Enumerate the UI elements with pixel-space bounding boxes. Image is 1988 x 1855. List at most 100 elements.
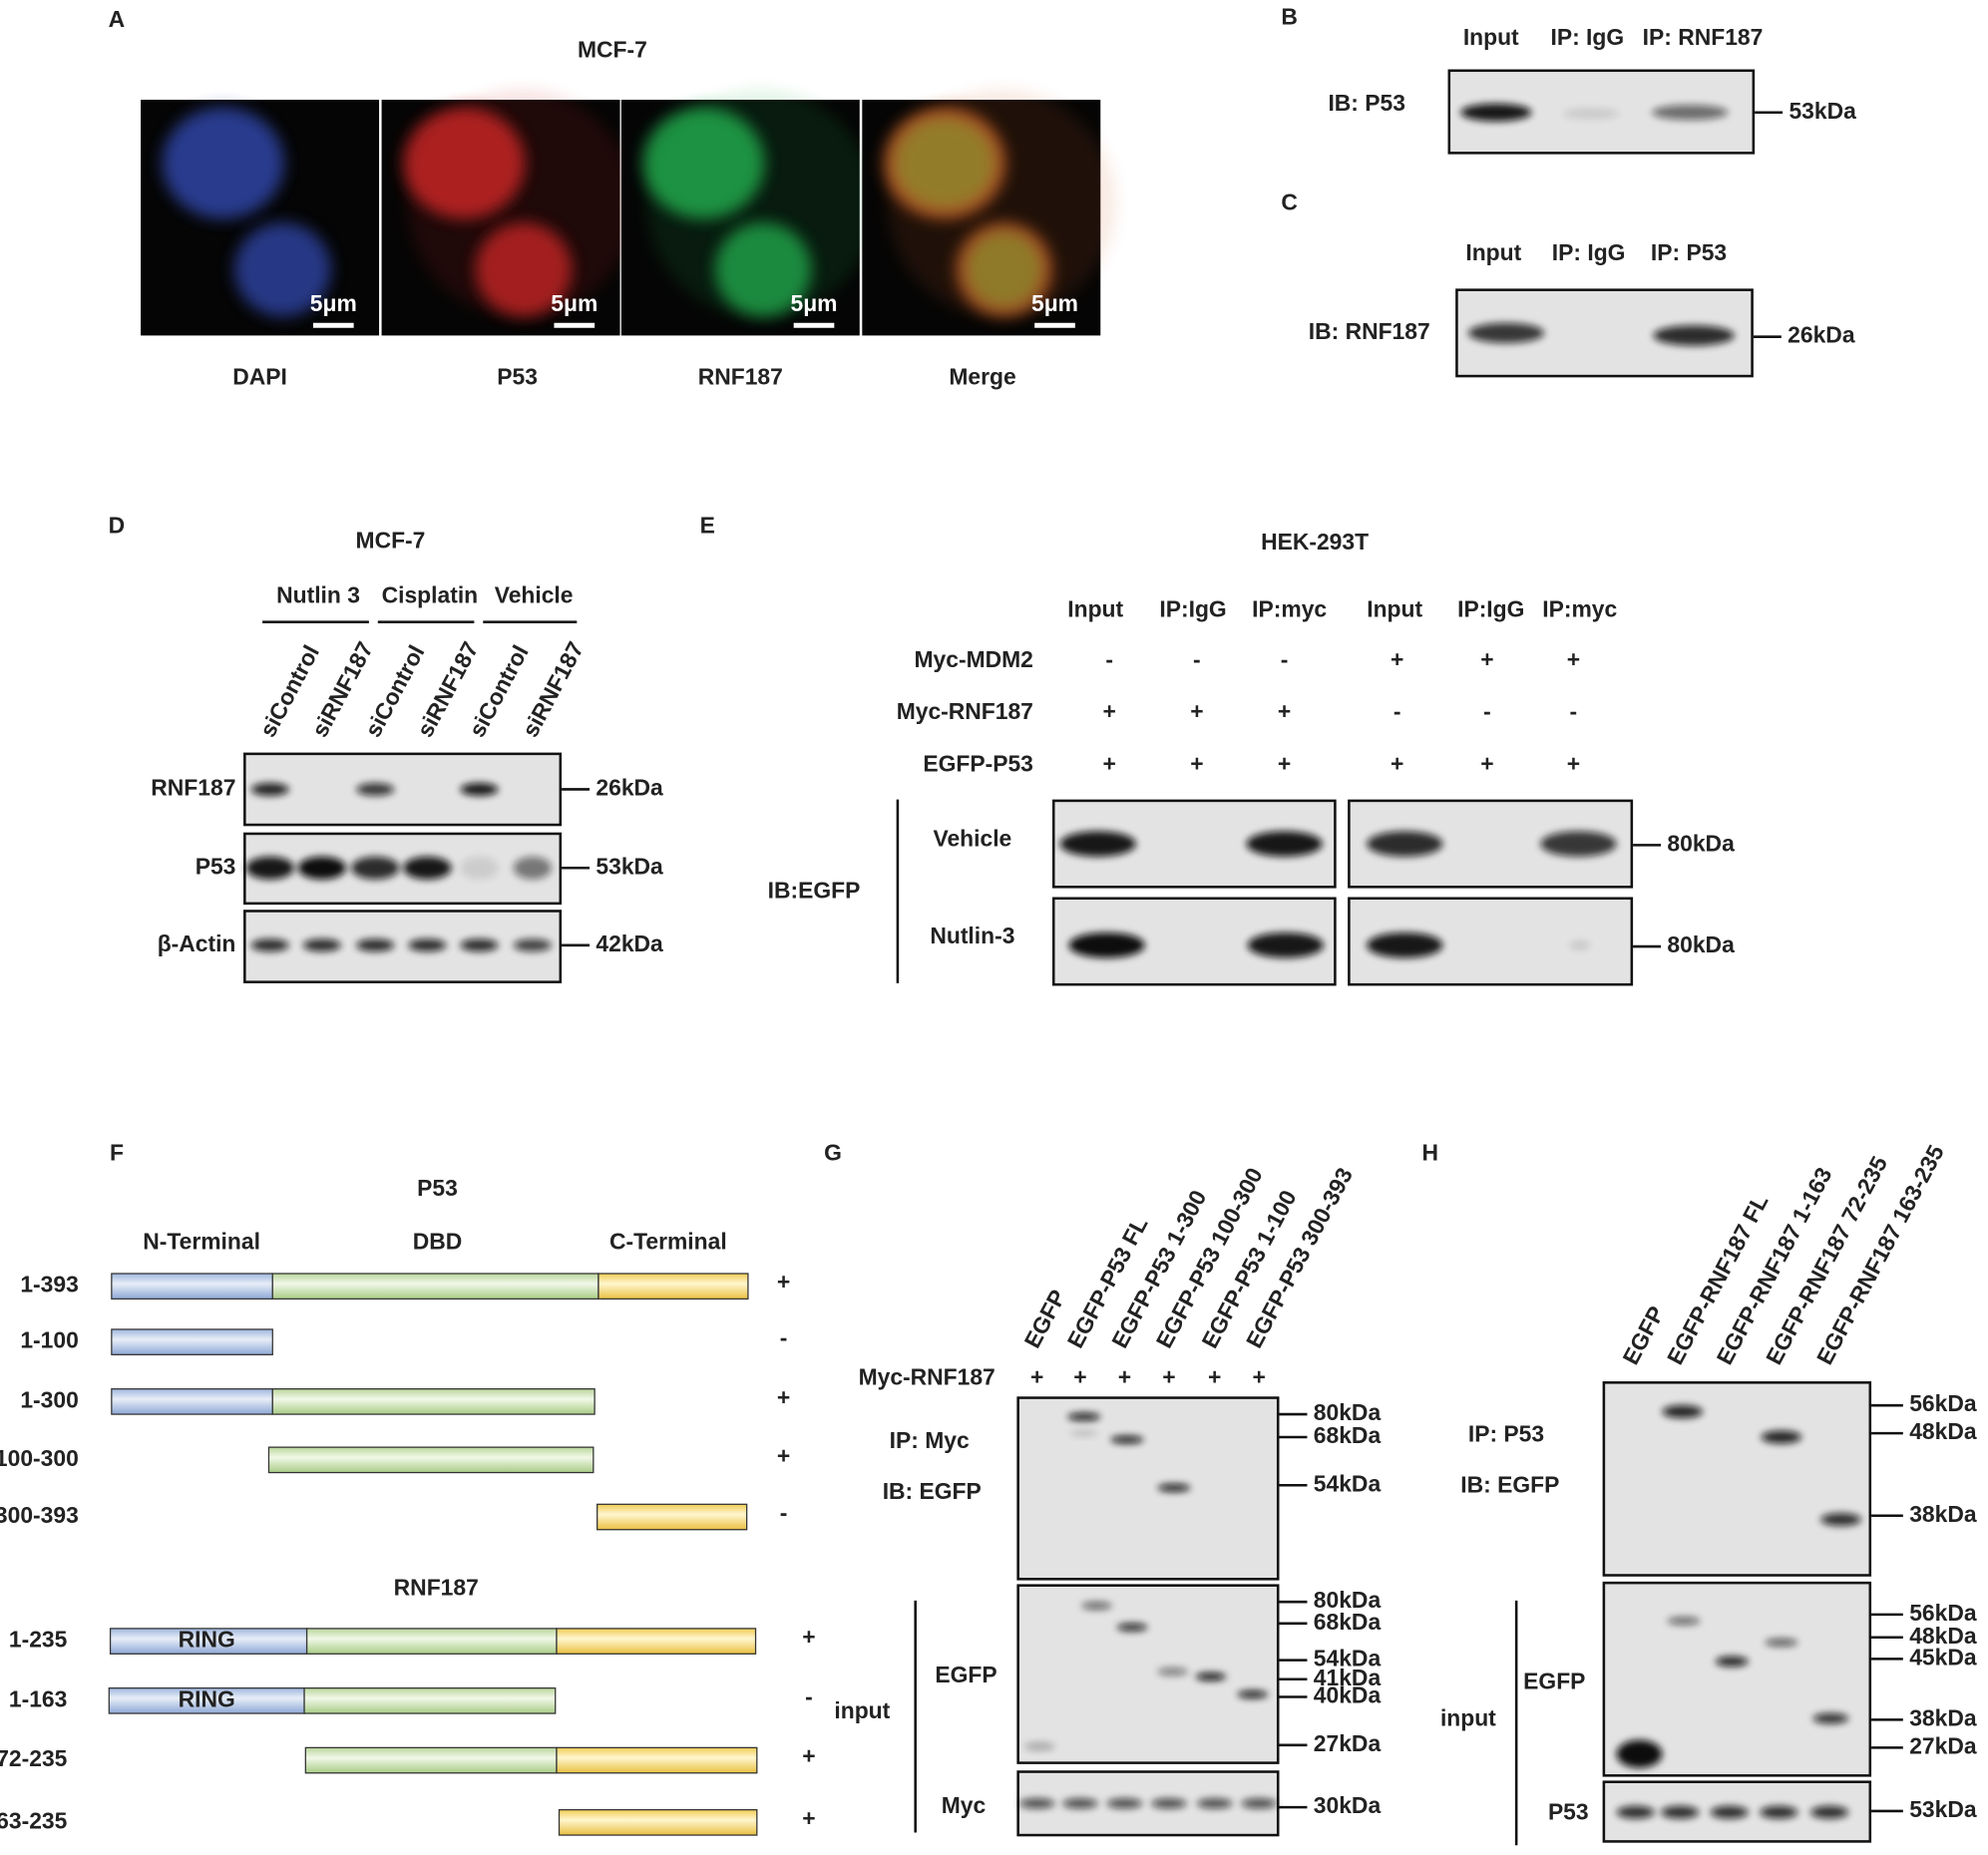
construct-label: 300-393 [0, 1502, 79, 1528]
band [1067, 1412, 1101, 1421]
marker-label: 27kDa [1314, 1730, 1382, 1756]
nucleus-overlay [966, 231, 1042, 308]
band [1820, 1513, 1861, 1526]
nucleus [714, 222, 812, 317]
blot-label: EGFP [1523, 1669, 1585, 1694]
band [250, 783, 289, 796]
marker-label: 26kDa [596, 775, 663, 801]
band [1652, 105, 1729, 121]
condition-sign: + [1102, 698, 1115, 724]
domain-bar [111, 1328, 273, 1355]
binding-result: + [802, 1743, 815, 1769]
band [356, 938, 395, 952]
band [1018, 1798, 1055, 1809]
panel-letter: F [110, 1140, 124, 1166]
lane-label: IP:myc [1252, 595, 1327, 621]
blot-label: input [1440, 1704, 1496, 1730]
condition-sign: - [1570, 698, 1578, 724]
band [297, 856, 346, 880]
domain-bar [271, 1273, 599, 1300]
condition-sign: + [1102, 750, 1115, 776]
lane-label: IP: IgG [1551, 24, 1625, 50]
condition-sign: + [1252, 1364, 1265, 1390]
condition-sign: + [1567, 646, 1580, 672]
band [1812, 1713, 1849, 1724]
band [1761, 1430, 1802, 1444]
blot-label: IB:EGFP [768, 877, 861, 903]
domain-label: N-Terminal [143, 1229, 260, 1255]
band [1069, 1430, 1098, 1436]
marker-label: 68kDa [1314, 1609, 1382, 1635]
marker-label: 56kDa [1909, 1600, 1977, 1626]
domain-bar [596, 1503, 748, 1531]
construct-label: 1-300 [20, 1386, 78, 1412]
blot-label: IB: EGFP [1460, 1472, 1559, 1498]
binding-result: + [777, 1384, 790, 1410]
band [351, 856, 400, 880]
band [1653, 325, 1735, 346]
domain-bar [305, 1628, 558, 1655]
marker-label: 54kDa [1314, 1470, 1382, 1496]
band [1367, 932, 1443, 958]
blot [1016, 1584, 1280, 1764]
channel-label: DAPI [232, 364, 287, 390]
lane-label: Input [1463, 24, 1519, 50]
band [1157, 1483, 1191, 1492]
band [1110, 1435, 1144, 1444]
nucleus [162, 107, 284, 219]
band [1661, 1805, 1700, 1819]
protein-title: RNF187 [394, 1575, 479, 1601]
band [1059, 831, 1136, 857]
domain-bar [109, 1628, 308, 1655]
band [460, 856, 499, 880]
row-label: P53 [196, 853, 236, 879]
band [356, 783, 395, 796]
domain-bar [271, 1388, 596, 1415]
nucleus-overlay [894, 117, 995, 209]
condition-sign: + [1190, 698, 1203, 724]
marker-label: 53kDa [596, 853, 663, 879]
construct-label: 100-300 [0, 1445, 79, 1471]
band [1062, 1798, 1098, 1809]
condition-sign: + [1030, 1364, 1043, 1390]
band [1247, 932, 1324, 958]
lane-label: Input [1367, 595, 1422, 621]
band [1710, 1805, 1749, 1819]
row-label: RNF187 [151, 775, 235, 801]
marker-label: 48kDa [1909, 1418, 1977, 1444]
condition-sign: + [1480, 750, 1493, 776]
band [1081, 1602, 1112, 1610]
row-label: Vehicle [933, 825, 1011, 851]
marker-label: 38kDa [1909, 1704, 1977, 1730]
blot-label: IB: P53 [1328, 90, 1405, 116]
lane-label: IP: IgG [1552, 239, 1626, 265]
construct-label: 163-235 [0, 1807, 68, 1833]
marker-label: 48kDa [1909, 1623, 1977, 1649]
condition-label: Myc-RNF187 [897, 698, 1033, 724]
panel-letter: H [1421, 1140, 1438, 1166]
band [1460, 103, 1532, 122]
panel-title: HEK-293T [1261, 529, 1369, 555]
band [460, 783, 499, 796]
marker-label: 80kDa [1314, 1399, 1382, 1425]
marker-label: 53kDa [1909, 1796, 1977, 1822]
condition-label: Myc-MDM2 [915, 646, 1033, 672]
marker-label: 54kDa [1314, 1646, 1382, 1671]
scale-bar-label: 5μm [551, 290, 597, 316]
condition-sign: - [1193, 646, 1201, 672]
blot-label: P53 [1548, 1799, 1589, 1825]
condition-sign: - [1483, 698, 1491, 724]
condition-sign: + [1190, 750, 1203, 776]
band [1157, 1668, 1188, 1675]
band [1765, 1639, 1798, 1647]
marker-label: 56kDa [1909, 1390, 1977, 1416]
marker-label: 53kDa [1789, 98, 1856, 124]
band [1662, 1405, 1704, 1418]
band [1563, 108, 1620, 120]
blot [1016, 1396, 1280, 1581]
marker-label: 80kDa [1314, 1587, 1382, 1613]
condition-sign: + [1567, 750, 1580, 776]
blot-label: IP: P53 [1468, 1421, 1544, 1447]
lane-label: IP: P53 [1651, 239, 1727, 265]
panel-title: MCF-7 [578, 37, 647, 63]
